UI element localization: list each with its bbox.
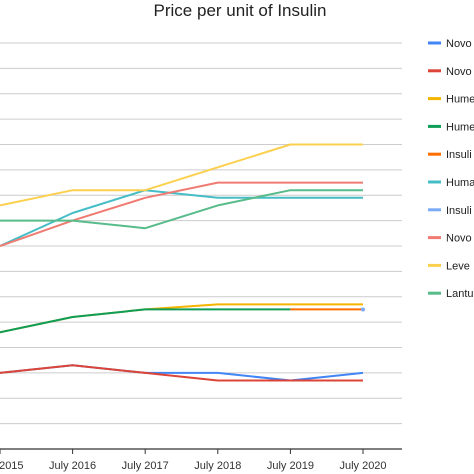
legend-label-9: Leve	[446, 260, 470, 272]
series-line-9	[0, 143, 363, 207]
x-tick-label: July 2020	[339, 460, 386, 472]
series-line-10	[0, 189, 363, 230]
series-point-7	[361, 307, 365, 312]
x-tick-label: July 2018	[194, 460, 241, 472]
legend-label-4: Hume	[446, 121, 474, 133]
x-axis-ticks: July 2015 July 2016 July 2017 July 2018 July…	[0, 449, 387, 472]
grid-lines	[0, 42, 402, 450]
x-tick-label: July 2016	[49, 460, 96, 472]
legend: Novo Novo Hume Hume Insuli Huma Insuli Novo Leve…	[428, 38, 474, 300]
legend-label-5: Insuli	[446, 149, 472, 161]
series-line-2	[0, 364, 363, 382]
x-tick-label: July 2019	[267, 460, 314, 472]
legend-label-7: Insuli	[446, 205, 472, 217]
legend-label-8: Novo	[446, 233, 472, 245]
series-line-4	[0, 308, 291, 334]
legend-label-6: Huma	[446, 177, 474, 189]
chart-title: Price per unit of Insulin	[154, 1, 327, 20]
legend-label-3: Hume	[446, 94, 474, 106]
x-tick-label: July 2015	[0, 460, 24, 472]
x-tick-label: July 2017	[122, 460, 169, 472]
legend-label-1: Novo	[446, 38, 472, 50]
legend-label-2: Novo	[446, 66, 472, 78]
series-line-6	[0, 189, 363, 247]
legend-label-10: Lantu	[446, 288, 474, 300]
series-lines	[0, 143, 365, 382]
series-line-8	[0, 181, 363, 247]
